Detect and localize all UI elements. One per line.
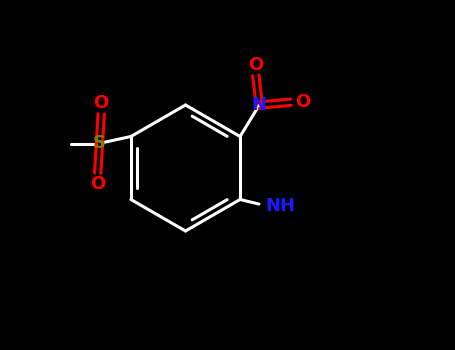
Text: S: S bbox=[93, 134, 106, 153]
Text: NH: NH bbox=[265, 197, 295, 215]
Text: N: N bbox=[252, 96, 267, 114]
Text: O: O bbox=[94, 94, 109, 112]
Text: O: O bbox=[295, 93, 310, 111]
Text: O: O bbox=[248, 56, 263, 74]
Text: O: O bbox=[90, 175, 105, 193]
